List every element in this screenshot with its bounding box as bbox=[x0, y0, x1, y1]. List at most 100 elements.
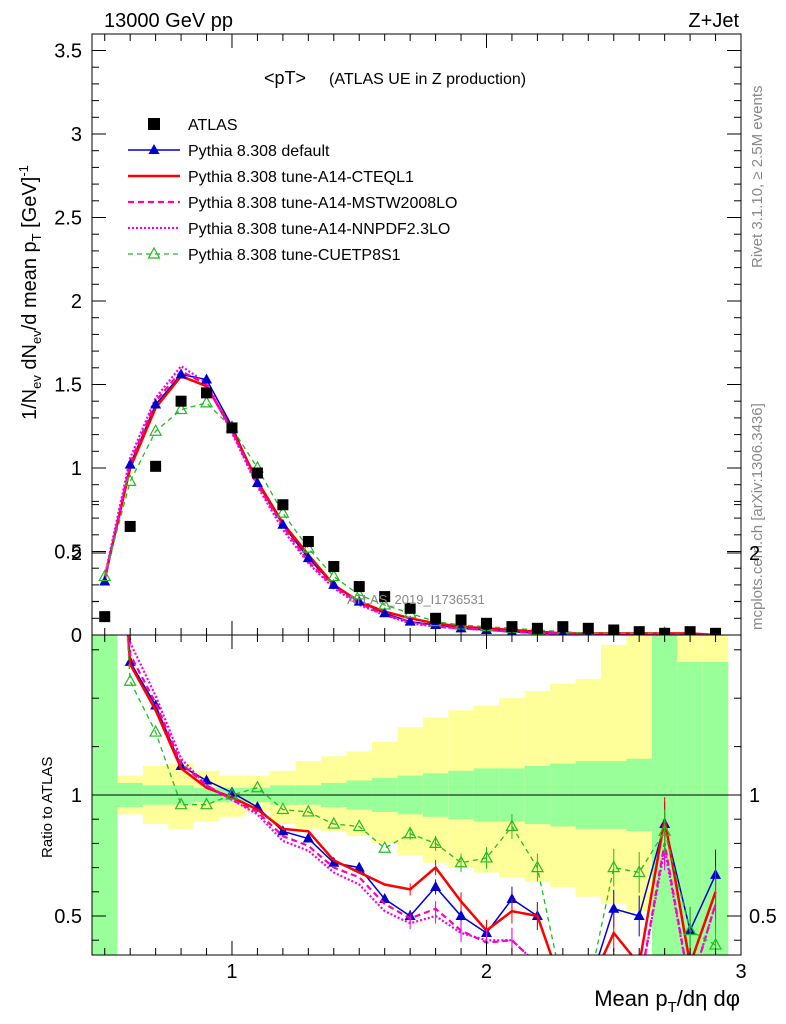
legend-item-pythia-8-308-tune-a14-nnpdf2-3lo: Pythia 8.308 tune-A14-NNPDF2.3LO bbox=[128, 221, 450, 238]
ratio-marker-pythia-8-308-tune-cuetp8s1 bbox=[99, 281, 110, 291]
main-marker-pythia-8-308-default bbox=[430, 618, 442, 629]
legend-marker bbox=[147, 246, 161, 259]
main-marker-pythia-8-308-tune-cuetp8s1 bbox=[301, 540, 315, 553]
ratio-y-tick-label: 0.5 bbox=[54, 906, 82, 928]
ratio-marker-pythia-8-308-tune-cuetp8s1 bbox=[352, 819, 366, 832]
legend-swatch bbox=[148, 118, 160, 130]
ratio-marker-pythia-8-308-default bbox=[455, 910, 467, 920]
ratio-marker-pythia-8-308-default bbox=[277, 825, 289, 836]
ratio-marker-pythia-8-308-tune-cuetp8s1 bbox=[505, 819, 519, 832]
ratio-panel: 0.5 0.5 1 1 2 2 1 2 3 Ratio to ATLAS Mean pT/dη … bbox=[39, 281, 777, 1016]
ratio-marker-pythia-8-308-default bbox=[302, 832, 314, 843]
y-tick-label: 0 bbox=[71, 625, 82, 647]
atlas-point bbox=[557, 621, 569, 633]
ratio-marker-pythia-8-308-tune-cuetp8s1 bbox=[276, 802, 290, 815]
legend-item-pythia-8-308-tune-a14-mstw2008lo: Pythia 8.308 tune-A14-MSTW2008LO bbox=[128, 195, 457, 212]
inner-band bbox=[677, 661, 703, 955]
legend-label: Pythia 8.308 tune-CUETP8S1 bbox=[188, 247, 401, 264]
legend-label: Pythia 8.308 tune-A14-MSTW2008LO bbox=[188, 195, 457, 212]
ratio-marker-pythia-8-308-default bbox=[633, 910, 645, 920]
main-marker-pythia-8-308-default bbox=[302, 552, 314, 563]
atlas-point bbox=[99, 611, 111, 623]
main-marker-pythia-8-308-default bbox=[404, 615, 416, 626]
ratio-y-tick-label-right: 2 bbox=[749, 543, 760, 565]
main-panel: ATLAS_2019_I1736531 0 0.5 1 1.5 2 2.5 3 3.5 1/N… bbox=[16, 33, 742, 647]
ratio-marker-pythia-8-308-tune-cuetp8s1 bbox=[683, 923, 697, 936]
main-marker-pythia-8-308-tune-cuetp8s1 bbox=[276, 505, 290, 518]
main-marker-pythia-8-308-tune-cuetp8s1 bbox=[327, 569, 341, 582]
y-tick-label: 1.5 bbox=[54, 375, 82, 397]
ratio-marker-pythia-8-308-default bbox=[430, 880, 442, 891]
y-tick-label: 3.5 bbox=[54, 41, 82, 63]
legend-item-pythia-8-308-tune-a14-cteql1: Pythia 8.308 tune-A14-CTEQL1 bbox=[128, 169, 414, 186]
main-marker-pythia-8-308-default bbox=[251, 477, 263, 488]
y-tick-label: 2 bbox=[71, 291, 82, 313]
main-marker-pythia-8-308-default bbox=[175, 368, 187, 379]
main-marker-pythia-8-308-default bbox=[455, 622, 467, 633]
y-tick-label: 0.5 bbox=[54, 542, 82, 564]
ratio-marker-pythia-8-308-tune-cuetp8s1 bbox=[327, 816, 341, 829]
main-marker-pythia-8-308-tune-cuetp8s1 bbox=[378, 597, 392, 610]
ratio-marker-pythia-8-308-default bbox=[506, 893, 518, 904]
ratio-marker-pythia-8-308-default bbox=[608, 902, 620, 913]
ratio-marker-pythia-8-308-tune-cuetp8s1 bbox=[607, 860, 621, 873]
legend-label: Pythia 8.308 default bbox=[188, 143, 330, 160]
main-marker-pythia-8-308-tune-cuetp8s1 bbox=[174, 402, 188, 415]
main-marker-pythia-8-308-tune-cuetp8s1 bbox=[149, 424, 163, 436]
legend-item-atlas: ATLAS bbox=[148, 117, 238, 134]
y-tick-label: 3 bbox=[71, 124, 82, 146]
main-marker-pythia-8-308-tune-cuetp8s1 bbox=[352, 587, 366, 600]
y-tick-label: 1 bbox=[71, 458, 82, 480]
main-ylabel: 1/Nev dNev/d mean pT [GeV]-1 bbox=[16, 165, 44, 420]
rivet-label: Rivet 3.1.10, ≥ 2.5M events bbox=[749, 86, 766, 269]
atlas-point bbox=[328, 561, 340, 573]
atlas-point bbox=[175, 395, 187, 407]
legend-items: ATLAS Pythia 8.308 default Pythia 8.308 tu… bbox=[128, 117, 457, 264]
legend-title-main: <pT> bbox=[264, 68, 306, 88]
atlas-point bbox=[226, 422, 238, 434]
energy-label: 13000 GeV pp bbox=[104, 10, 233, 32]
legend-label: ATLAS bbox=[188, 117, 238, 134]
site-label: mcplots.cern.ch [arXiv:1306.3436] bbox=[749, 403, 766, 630]
atlas-point bbox=[124, 520, 136, 532]
x-tick-label: 2 bbox=[481, 961, 492, 983]
main-y-axis: 0 0.5 1 1.5 2 2.5 3 3.5 bbox=[54, 34, 742, 647]
legend-marker bbox=[148, 144, 160, 154]
ratio-y-tick-label: 1 bbox=[71, 785, 82, 807]
ratio-marker-pythia-8-308-tune-cuetp8s1 bbox=[632, 865, 646, 878]
x-axis-label: Mean pT/dη dφ bbox=[594, 986, 740, 1016]
main-marker-pythia-8-308-default bbox=[328, 578, 340, 589]
legend: <pT> (ATLAS UE in Z production) ATLAS Pyt… bbox=[128, 68, 526, 264]
ratio-marker-pythia-8-308-tune-cuetp8s1 bbox=[429, 836, 443, 849]
main-marker-pythia-8-308-default bbox=[124, 458, 136, 469]
atlas-point bbox=[251, 467, 263, 479]
atlas-point bbox=[150, 460, 162, 472]
atlas-point bbox=[277, 499, 289, 511]
atlas-point bbox=[506, 621, 518, 633]
ratio-marker-pythia-8-308-default bbox=[583, 983, 594, 993]
ratio-marker-pythia-8-308-tune-cuetp8s1 bbox=[174, 797, 188, 810]
ratio-ylabel: Ratio to ATLAS bbox=[39, 757, 56, 858]
ratio-marker-pythia-8-308-tune-cuetp8s1 bbox=[149, 724, 163, 737]
main-line-pythia-8-308-tune-a14-mstw2008lo bbox=[103, 369, 716, 635]
ratio-marker-pythia-8-308-tune-cuetp8s1 bbox=[658, 824, 672, 836]
ratio-series-group bbox=[99, 281, 723, 993]
main-marker-pythia-8-308-tune-cuetp8s1 bbox=[98, 569, 112, 582]
ratio-marker-pythia-8-308-tune-cuetp8s1 bbox=[479, 850, 494, 863]
main-marker-pythia-8-308-tune-cuetp8s1 bbox=[200, 395, 214, 408]
ratio-marker-pythia-8-308-tune-cuetp8s1 bbox=[200, 797, 214, 810]
legend-item-pythia-8-308-default: Pythia 8.308 default bbox=[128, 143, 330, 160]
ratio-marker-pythia-8-308-default bbox=[557, 983, 568, 993]
ratio-marker-pythia-8-308-default bbox=[328, 856, 340, 867]
ratio-marker-pythia-8-308-tune-cuetp8s1 bbox=[301, 804, 315, 817]
x-tick-label: 3 bbox=[735, 961, 746, 983]
ratio-y-tick-label-right: 1 bbox=[749, 785, 760, 807]
x-tick-label: 1 bbox=[226, 961, 237, 983]
process-label: Z+Jet bbox=[688, 10, 739, 32]
ratio-marker-pythia-8-308-tune-cuetp8s1 bbox=[583, 983, 594, 993]
legend-item-pythia-8-308-tune-cuetp8s1: Pythia 8.308 tune-CUETP8S1 bbox=[128, 246, 401, 264]
atlas-point bbox=[201, 387, 213, 399]
legend-label: Pythia 8.308 tune-A14-NNPDF2.3LO bbox=[188, 221, 450, 238]
ratio-y-tick-label-right: 0.5 bbox=[749, 906, 777, 928]
